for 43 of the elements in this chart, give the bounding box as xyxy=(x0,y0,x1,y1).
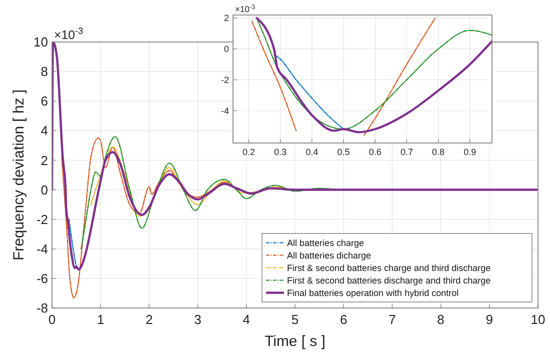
y-tick-label: -2 xyxy=(220,74,229,85)
y-tick-label: 0 xyxy=(224,44,229,54)
x-tick-label: 9 xyxy=(486,312,494,327)
x-tick-label: 5 xyxy=(291,312,299,327)
line-series xyxy=(274,54,344,130)
y-tick-label: -4 xyxy=(220,106,229,116)
legend-label: All batteries dicharge xyxy=(287,250,372,260)
y-tick-label: 10 xyxy=(34,34,48,50)
x-tick-label: 0.2 xyxy=(242,147,256,157)
x-tick-label: 0.9 xyxy=(464,147,476,157)
y-tick-label: 4 xyxy=(40,123,48,138)
y-axis-title: Frequency deviation [ hz ] xyxy=(10,89,28,261)
text: ×10$^{-3}$ xyxy=(235,4,256,14)
y-tick-label: -8 xyxy=(36,300,48,316)
x-tick-label: 7 xyxy=(388,312,396,327)
x-tick-label: 0.7 xyxy=(400,147,413,157)
legend-label: Final batteries operation with hybrid control xyxy=(287,288,459,298)
x-axis-title: Time [ s ] xyxy=(264,332,326,350)
x-tick-label: 0.5 xyxy=(337,147,350,157)
x-tick-label: 2 xyxy=(146,312,153,327)
y-tick-label: 6 xyxy=(40,94,48,109)
x-tick-label: 0.3 xyxy=(274,147,287,157)
annotation: ×10$^{-3}$ xyxy=(54,26,84,42)
legend-label: First & second batteries charge and third discharge xyxy=(287,262,491,273)
line-series xyxy=(52,42,538,271)
y-tick-label: -6 xyxy=(36,270,48,286)
x-tick-label: 8 xyxy=(437,312,444,327)
legend-label: All batteries charge xyxy=(287,238,364,248)
x-tick-label: 0.4 xyxy=(306,147,318,157)
legend-label: First & second batteries discharge and third charge xyxy=(287,275,491,286)
x-tick-label: 0.6 xyxy=(368,147,382,157)
x-tick-label: 6 xyxy=(340,312,348,327)
y-tick-label: 2 xyxy=(224,13,229,24)
x-tick-label: 4 xyxy=(242,312,250,327)
x-tick-label: 0.8 xyxy=(432,147,445,157)
y-tick-label: 8 xyxy=(40,64,48,80)
y-tick-label: -2 xyxy=(36,212,48,227)
x-tick-label: 1 xyxy=(96,312,104,327)
x-tick-label: 3 xyxy=(194,312,202,327)
y-tick-label: -4 xyxy=(36,241,48,256)
y-tick-label: 0 xyxy=(40,182,48,198)
x-tick-label: 10 xyxy=(530,312,546,327)
line-series xyxy=(68,218,77,268)
